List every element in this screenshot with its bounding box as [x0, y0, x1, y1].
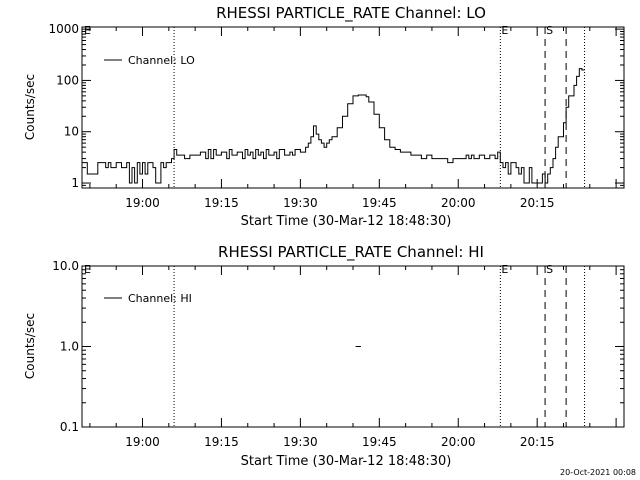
x-tick-label: 19:45 [362, 196, 397, 210]
flag-label: S [546, 24, 553, 37]
x-tick-label: 19:15 [204, 196, 239, 210]
flag-label: E [501, 263, 508, 276]
chart-title-lo: RHESSI PARTICLE_RATE Channel: LO [216, 4, 486, 23]
flag-label: S [546, 263, 553, 276]
flag-label: E [501, 24, 508, 37]
x-tick-label: 19:45 [362, 435, 397, 449]
chart-title-hi: RHESSI PARTICLE_RATE Channel: HI [218, 243, 484, 262]
y-tick-label: 1000 [48, 22, 79, 36]
x-tick-label: 19:30 [283, 435, 318, 449]
x-tick-label: 20:15 [520, 435, 555, 449]
generation-timestamp: 20-Oct-2021 00:08 [560, 468, 636, 477]
y-tick-label: 1 [71, 176, 79, 190]
x-axis-label-lo: Start Time (30-Mar-12 18:48:30) [241, 214, 452, 229]
x-tick-label: 20:00 [441, 196, 476, 210]
x-tick-label: 19:30 [283, 196, 318, 210]
y-ticks-hi: 0.1 1.0 10.0 [52, 259, 624, 434]
panel-lo: RHESSI PARTICLE_RATE Channel: LO Counts/… [23, 4, 625, 229]
x-tick-label: 19:00 [125, 196, 160, 210]
corner-label-hi: E [84, 263, 91, 276]
y-axis-label-hi: Counts/sec [23, 313, 37, 379]
corner-label-lo: E [84, 24, 91, 37]
y-tick-label: 0.1 [60, 420, 79, 434]
x-tick-label: 19:00 [125, 435, 160, 449]
y-tick-label: 10 [64, 125, 79, 139]
plot-frame-hi [81, 265, 625, 428]
legend-entry-lo: Channel: LO [128, 54, 195, 67]
y-axis-label-lo: Counts/sec [23, 74, 37, 140]
y-tick-label: 100 [56, 73, 79, 87]
y-tick-label: 10.0 [52, 259, 79, 273]
panel-hi: RHESSI PARTICLE_RATE Channel: HI Counts/… [23, 243, 625, 469]
legend-entry-hi: Channel: HI [128, 292, 192, 305]
x-ticks-lo: 19:00 19:15 19:30 19:45 20:00 20:15 [89, 27, 617, 210]
x-tick-label: 19:15 [204, 435, 239, 449]
x-tick-label: 20:15 [520, 196, 555, 210]
series-line-lo [82, 68, 585, 184]
x-tick-label: 20:00 [441, 435, 476, 449]
x-ticks-hi: 19:00 19:15 19:30 19:45 20:00 20:15 [89, 266, 617, 449]
legend-hi: Channel: HI [104, 292, 192, 305]
y-tick-label: 1.0 [60, 340, 79, 354]
y-ticks-lo: 1 10 100 1000 [48, 22, 624, 190]
x-axis-label-hi: Start Time (30-Mar-12 18:48:30) [241, 454, 452, 469]
legend-lo: Channel: LO [104, 54, 195, 67]
